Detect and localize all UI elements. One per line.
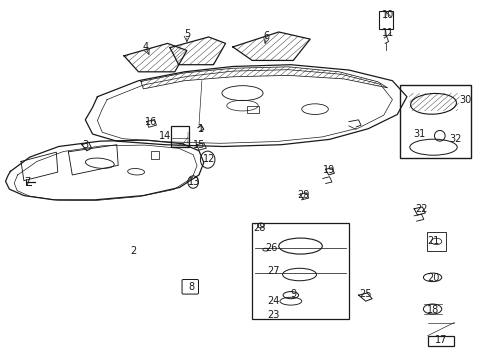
Text: 29: 29 [296,190,308,200]
Text: 16: 16 [144,117,156,127]
Text: 7: 7 [24,177,30,187]
Text: 32: 32 [448,134,460,144]
Text: 26: 26 [265,243,277,253]
Text: 5: 5 [183,30,190,40]
Text: 2: 2 [130,246,136,256]
Text: 10: 10 [381,10,393,20]
Text: 13: 13 [188,177,200,187]
Text: 4: 4 [142,42,149,52]
Text: 8: 8 [188,282,195,292]
Bar [378,11,393,29]
Bar [151,151,159,159]
Bar [170,126,189,147]
Bar [427,336,454,346]
Text: 6: 6 [263,31,269,41]
Text: 20: 20 [426,273,439,283]
Bar [247,106,259,113]
Text: 11: 11 [381,28,393,38]
Bar [252,223,348,319]
Text: 14: 14 [159,131,171,141]
Text: 17: 17 [434,335,446,345]
Text: 22: 22 [414,204,427,214]
Bar [426,232,445,251]
Text: 21: 21 [426,236,439,246]
Text: 30: 30 [458,95,470,105]
Text: 19: 19 [323,165,335,175]
Text: 28: 28 [253,223,265,233]
Text: 3: 3 [82,140,88,150]
Text: 15: 15 [192,140,205,150]
Bar [399,85,470,158]
Text: 27: 27 [267,266,280,276]
Text: 12: 12 [202,154,214,164]
Text: 1: 1 [198,124,204,134]
Text: 25: 25 [359,289,371,299]
Text: 9: 9 [289,289,296,299]
Text: 18: 18 [426,305,439,315]
Text: 31: 31 [412,129,424,139]
Text: 23: 23 [267,310,280,321]
Text: 24: 24 [267,296,280,306]
